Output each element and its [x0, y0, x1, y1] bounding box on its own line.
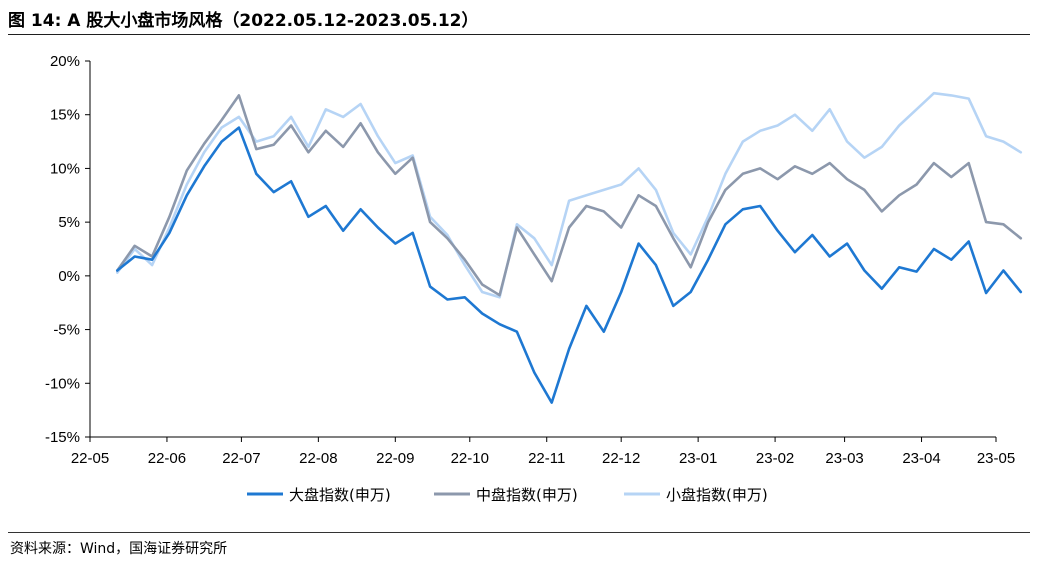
y-tick-label: 15% [50, 107, 80, 124]
x-tick-label: 22-06 [148, 450, 186, 467]
y-tick-label: 5% [58, 214, 80, 231]
y-tick-label: -5% [53, 322, 80, 339]
top-rule [8, 34, 1030, 35]
x-tick-label: 23-04 [902, 450, 940, 467]
legend-label: 小盘指数(申万) [666, 486, 768, 504]
x-tick-label: 22-12 [602, 450, 640, 467]
y-tick-label: -10% [45, 375, 80, 392]
x-tick-label: 22-05 [71, 450, 109, 467]
y-tick-label: -15% [45, 429, 80, 446]
source-note: 资料来源：Wind，国海证券研究所 [10, 541, 228, 557]
axes: 20% 15% 10% 5% 0% -5% -10% -15% 22-05 22-06 22-07 2… [45, 53, 1015, 467]
y-tick-label: 20% [50, 53, 80, 70]
legend-label: 大盘指数(申万) [289, 486, 391, 504]
x-tick-label: 23-01 [679, 450, 717, 467]
x-tick-label: 22-07 [222, 450, 260, 467]
series-line-mid [116, 94, 1023, 297]
y-tick-label: 0% [58, 268, 80, 285]
x-tick-label: 22-11 [528, 450, 565, 467]
y-tick-label: 10% [50, 160, 80, 177]
x-tick-label: 23-05 [977, 450, 1015, 467]
x-tick-label: 22-08 [299, 450, 337, 467]
series-line-small [116, 91, 1023, 299]
series-line-large [116, 126, 1023, 404]
x-tick-label: 22-09 [376, 450, 414, 467]
series-lines [116, 91, 1023, 404]
legend-label: 中盘指数(申万) [476, 486, 578, 504]
x-tick-label: 23-03 [825, 450, 863, 467]
x-tick-label: 23-02 [756, 450, 794, 467]
x-tick-label: 22-10 [451, 450, 489, 467]
bottom-rule [8, 532, 1030, 533]
chart-title: 图 14: A 股大小盘市场风格（2022.05.12-2023.05.12） [8, 11, 479, 31]
legend: 大盘指数(申万) 中盘指数(申万) 小盘指数(申万) [247, 486, 768, 504]
